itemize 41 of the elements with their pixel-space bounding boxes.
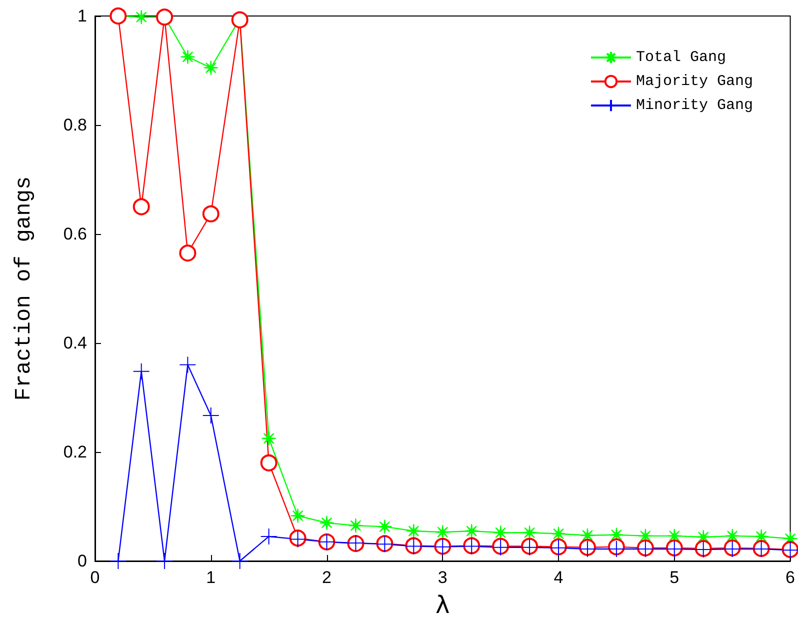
x-tick-label: 0 (90, 568, 100, 587)
point (290, 508, 306, 524)
point (231, 552, 248, 570)
x-tick-label: 3 (438, 568, 448, 587)
point (406, 524, 422, 539)
point (319, 515, 334, 530)
y-axis-title: Fraction of gangs (12, 176, 36, 401)
point (156, 552, 174, 570)
point (180, 49, 196, 64)
point (132, 362, 150, 380)
x-tick-label: 4 (554, 568, 564, 587)
point (464, 524, 480, 539)
y-tick-label: 1 (78, 6, 87, 26)
legend-label: Minority Gang (636, 97, 754, 114)
legend-label: Majority Gang (636, 73, 754, 90)
point (435, 524, 450, 540)
y-tick-label: 0.4 (63, 334, 87, 352)
point (260, 528, 278, 545)
x-tick-label: 6 (786, 568, 796, 587)
point (179, 244, 196, 262)
point (202, 406, 220, 424)
point (260, 454, 278, 472)
legend-label: Total Gang (636, 49, 726, 66)
point (110, 552, 127, 570)
point (132, 198, 150, 216)
y-tick-label: 0 (78, 552, 87, 570)
point (377, 519, 392, 534)
x-tick-label: 2 (322, 568, 332, 587)
y-tick-label: 0.6 (63, 224, 87, 244)
point (134, 10, 149, 25)
point (348, 518, 364, 534)
x-tick-label: 5 (670, 568, 680, 587)
x-axis-title: λ (436, 591, 450, 619)
point (202, 205, 220, 222)
point (203, 60, 218, 76)
point (261, 430, 276, 446)
point (551, 526, 566, 542)
x-tick-label: 1 (206, 568, 216, 587)
y-tick-label: 0.8 (63, 116, 87, 134)
y-tick-label: 0.2 (63, 442, 87, 462)
point (179, 356, 196, 374)
